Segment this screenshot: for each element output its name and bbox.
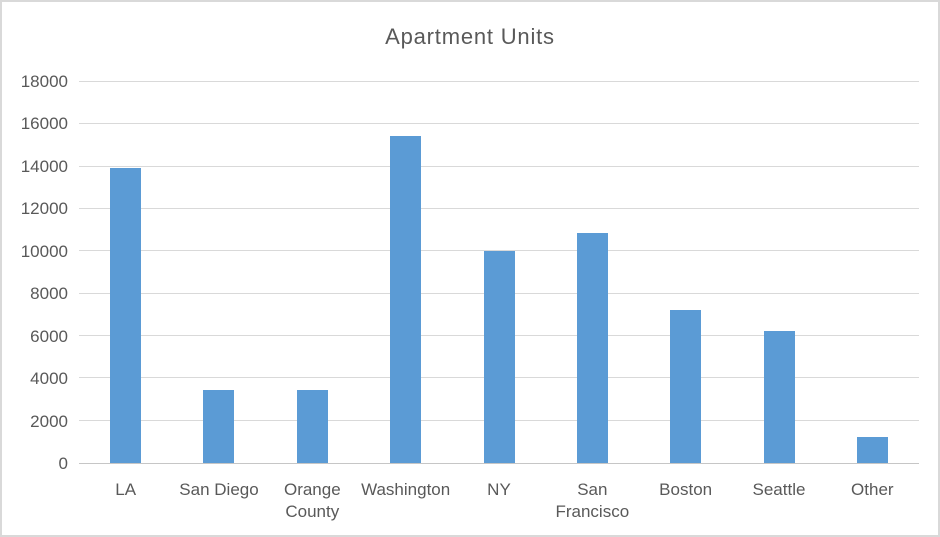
bar-san-diego bbox=[203, 389, 235, 463]
y-tick-label: 6000 bbox=[30, 326, 68, 346]
x-category-label-ny: NY bbox=[452, 479, 545, 531]
plot-area bbox=[79, 81, 919, 464]
x-category-label-text: Boston bbox=[659, 480, 713, 499]
gridline bbox=[79, 123, 919, 125]
x-category-label-other: Other bbox=[826, 479, 919, 531]
gridline bbox=[79, 165, 919, 167]
x-category-label-boston: Boston bbox=[639, 479, 732, 531]
y-tick-label: 16000 bbox=[20, 114, 68, 134]
x-category-label-text: LA bbox=[115, 480, 137, 499]
bar-la bbox=[110, 167, 142, 463]
x-category-label-orange-county: Orange County bbox=[266, 479, 359, 531]
bar-san-francisco bbox=[576, 233, 608, 463]
x-category-label-text: Other bbox=[851, 480, 894, 499]
x-category-label-san-diego: San Diego bbox=[172, 479, 265, 531]
y-tick-label: 10000 bbox=[20, 241, 68, 261]
gridline bbox=[79, 250, 919, 252]
bar-ny bbox=[483, 251, 515, 463]
x-axis: LA San Diego Orange County Washington NY San … bbox=[79, 479, 919, 531]
y-tick-label: 8000 bbox=[30, 284, 68, 304]
y-tick-label: 2000 bbox=[30, 411, 68, 431]
y-tick-label: 14000 bbox=[20, 156, 68, 176]
bar-other bbox=[856, 436, 888, 463]
x-category-label-text: Seattle bbox=[752, 480, 806, 499]
bar-seattle bbox=[763, 330, 795, 463]
y-tick-label: 18000 bbox=[20, 72, 68, 91]
gridline bbox=[79, 81, 919, 82]
bar-boston bbox=[670, 309, 702, 463]
y-axis: 0 2000 4000 6000 8000 10000 12000 14000 16000 180… bbox=[2, 72, 68, 473]
x-category-label-text: San Diego bbox=[179, 480, 259, 499]
bar-orange-county bbox=[296, 389, 328, 463]
gridline bbox=[79, 208, 919, 209]
x-category-label-text: Orange County bbox=[283, 480, 341, 521]
x-category-label-text: Washington bbox=[361, 480, 451, 499]
x-category-label-san-francisco: San Francisco bbox=[546, 479, 639, 531]
x-category-label-text: NY bbox=[487, 480, 511, 499]
chart-title: Apartment Units bbox=[385, 24, 555, 49]
bar-washington bbox=[390, 135, 422, 463]
x-category-label-la: LA bbox=[79, 479, 172, 531]
y-tick-label: 0 bbox=[58, 454, 68, 473]
y-tick-label: 12000 bbox=[20, 199, 68, 219]
y-tick-label: 4000 bbox=[30, 369, 68, 389]
x-category-label-text: San Francisco bbox=[555, 480, 630, 521]
x-category-label-seattle: Seattle bbox=[732, 479, 825, 531]
x-category-label-washington: Washington bbox=[359, 479, 452, 531]
